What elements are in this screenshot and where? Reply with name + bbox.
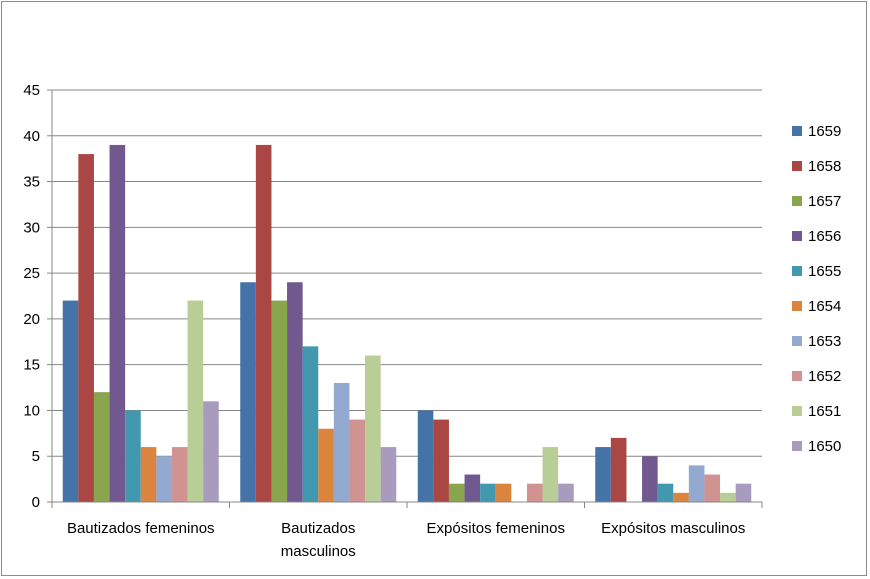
bar-1659-3 [595, 447, 611, 502]
bar-1659-2 [417, 410, 434, 502]
bar-1650-3 [735, 483, 752, 502]
bar-1659-0 [62, 300, 79, 502]
legend-label-1650: 1650 [808, 438, 841, 455]
legend-swatch-1651 [792, 406, 802, 416]
y-tick-label: 25 [23, 265, 40, 282]
bar-1654-2 [495, 483, 512, 502]
x-category-label: Expósitos masculinos [601, 520, 745, 537]
bar-1652-1 [349, 419, 366, 502]
legend-swatch-1652 [792, 371, 802, 381]
bar-1656-3 [642, 456, 658, 502]
bar-1654-0 [140, 447, 157, 502]
bar-1656-2 [464, 474, 481, 502]
legend-swatch-1650 [792, 441, 802, 451]
y-tick-label: 15 [23, 357, 40, 374]
bar-1657-2 [448, 483, 465, 502]
bar-1653-1 [333, 382, 350, 502]
bar-1656-0 [109, 144, 126, 502]
legend-label-1653: 1653 [808, 333, 841, 350]
bar-1658-1 [255, 144, 272, 502]
legend-label-1654: 1654 [808, 298, 841, 315]
bar-1651-1 [365, 355, 381, 502]
bar-1657-0 [93, 392, 110, 502]
bars [62, 144, 752, 503]
y-tick-label: 30 [23, 219, 40, 236]
legend-swatch-1653 [792, 336, 802, 346]
bar-1653-3 [688, 465, 705, 502]
legend-label-1651: 1651 [808, 403, 841, 420]
y-tick-label: 35 [23, 174, 40, 191]
y-tick-label: 20 [23, 311, 40, 328]
legend-swatch-1654 [792, 301, 802, 311]
gridlines [52, 89, 762, 457]
bar-1654-1 [318, 428, 334, 502]
legend-label-1658: 1658 [808, 158, 841, 175]
bar-1650-2 [558, 483, 574, 502]
y-tick-label: 10 [23, 402, 40, 419]
bar-1655-0 [125, 410, 141, 502]
x-axis-categories: Bautizados femeninos Bautizados masculinos… [67, 520, 745, 560]
legend-swatch-1656 [792, 231, 802, 241]
bar-1658-2 [433, 419, 449, 502]
legend-swatch-1657 [792, 196, 802, 206]
legend-label-1657: 1657 [808, 193, 841, 210]
bar-1652-0 [171, 447, 188, 502]
bar-1652-3 [704, 474, 721, 502]
bar-1655-3 [657, 483, 674, 502]
bar-1658-0 [78, 154, 94, 503]
legend: 1659 1658 1657 1656 1655 1654 1653 1652 1651 1650 [792, 123, 841, 455]
legend-label-1659: 1659 [808, 123, 841, 140]
y-tick-label: 45 [23, 82, 40, 99]
x-category-label: Bautizados [281, 520, 355, 537]
legend-label-1652: 1652 [808, 368, 841, 385]
bar-1650-1 [380, 447, 397, 502]
bar-1650-0 [203, 401, 219, 502]
bar-1657-1 [271, 300, 288, 502]
x-category-label: Bautizados femeninos [67, 520, 215, 537]
y-tick-label: 5 [32, 448, 40, 465]
legend-swatch-1659 [792, 126, 802, 136]
bar-1656-1 [287, 282, 303, 502]
bar-1651-2 [542, 447, 559, 502]
axes [47, 89, 763, 508]
legend-label-1656: 1656 [808, 228, 841, 245]
y-axis-ticks: 0 5 10 15 20 25 30 35 40 45 [23, 82, 40, 511]
bar-1652-2 [526, 483, 543, 502]
bar-1651-0 [187, 300, 204, 502]
x-category-label: Expósitos femeninos [427, 520, 565, 537]
bar-1655-2 [480, 483, 496, 502]
bar-1653-0 [156, 456, 172, 502]
bar-1659-1 [240, 282, 256, 502]
legend-label-1655: 1655 [808, 263, 841, 280]
legend-swatch-1655 [792, 266, 802, 276]
legend-swatch-1658 [792, 161, 802, 171]
bar-1658-3 [610, 437, 627, 502]
x-category-label: masculinos [281, 543, 356, 560]
bar-1651-3 [720, 492, 736, 502]
bar-1654-3 [673, 492, 689, 502]
bar-1655-1 [302, 346, 319, 502]
y-tick-label: 40 [23, 128, 40, 145]
y-tick-label: 0 [32, 494, 40, 511]
